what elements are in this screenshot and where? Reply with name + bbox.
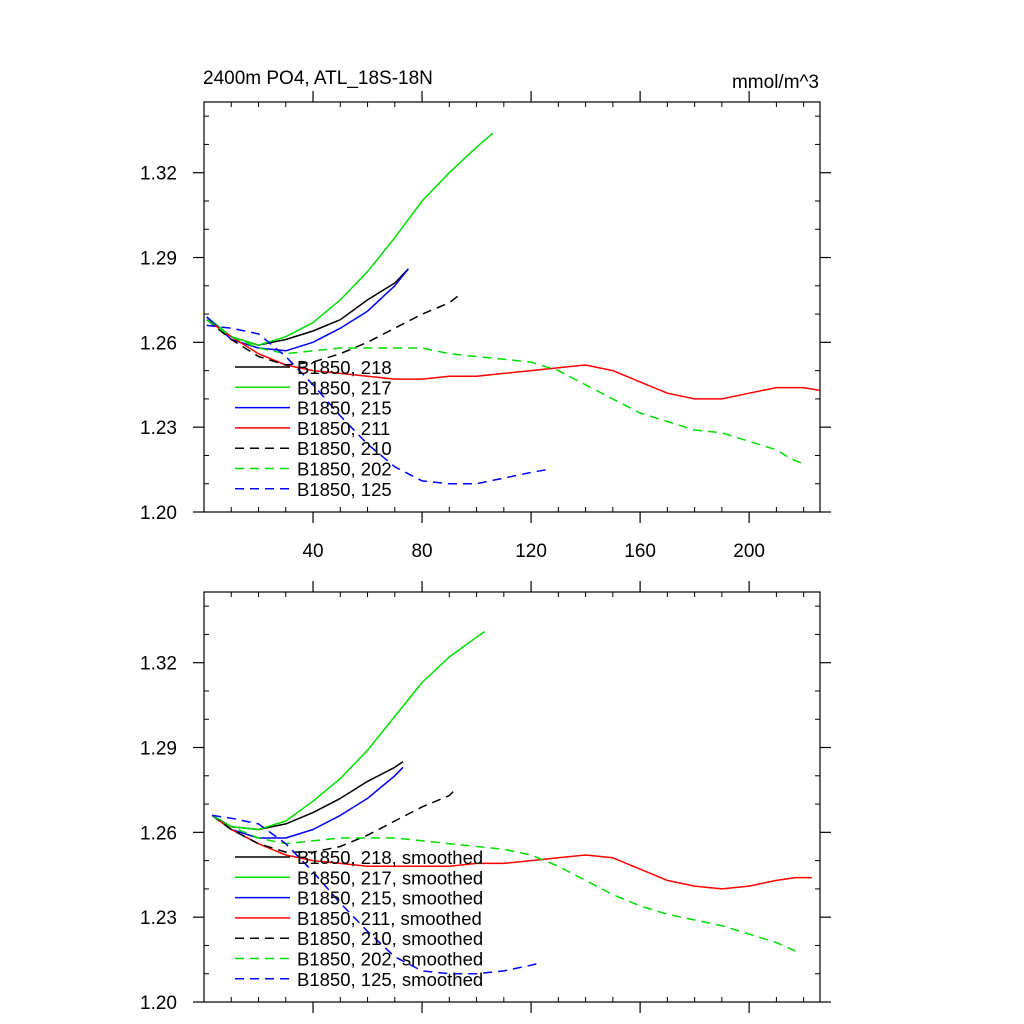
- legend-label: B1850, 211, smoothed: [297, 908, 482, 929]
- x-tick-label: 200: [733, 541, 765, 562]
- x-tick-label: 120: [515, 541, 547, 562]
- legend-label: B1850, 210, smoothed: [297, 928, 483, 949]
- x-tick-label: 160: [624, 541, 656, 562]
- y-tick-label: 1.32: [140, 164, 177, 185]
- plot-frame: [203, 101, 821, 513]
- legend-label: B1850, 218, smoothed: [297, 847, 483, 868]
- series-line: [211, 814, 796, 952]
- legend-label: B1850, 215, smoothed: [297, 888, 483, 909]
- y-tick-label: 1.29: [140, 249, 177, 270]
- y-tick-label: 1.26: [140, 823, 177, 844]
- y-tick-label: 1.20: [140, 993, 177, 1014]
- y-tick-label: 1.32: [140, 654, 177, 675]
- legend-label: B1850, 215: [297, 398, 392, 419]
- x-tick-label: 40: [302, 541, 323, 562]
- series-line: [211, 766, 404, 839]
- series-line: [211, 789, 456, 853]
- legend-label: B1850, 210: [297, 438, 392, 459]
- y-tick-label: 1.23: [140, 418, 177, 439]
- series-line: [206, 293, 461, 366]
- bottom-panel: 1.20 1.23 1.26 1.29 1.32 B1850, 218, smoothed…: [140, 581, 831, 1014]
- legend-label: B1850, 211: [297, 418, 390, 439]
- y-tick-label: 1.23: [140, 908, 177, 929]
- chart-title: 2400m PO4, ATL_18S-18N: [203, 68, 433, 89]
- series-line: [212, 814, 543, 975]
- series-line: [206, 319, 820, 400]
- legend-label: B1850, 218: [297, 357, 392, 378]
- legend-label: B1850, 217: [297, 377, 392, 398]
- x-tick-label: 80: [411, 541, 432, 562]
- series-line: [206, 324, 548, 485]
- series-line: [206, 319, 804, 465]
- y-tick-label: 1.29: [140, 739, 177, 760]
- units-label: mmol/m^3: [732, 72, 819, 93]
- top-panel: 40 80 120 160 200 1.20 1.23 1.26 1.29 1.32 B1850, …: [140, 91, 831, 562]
- legend-label: B1850, 202: [297, 459, 392, 480]
- series-group: [206, 132, 820, 485]
- legend-label: B1850, 125: [297, 479, 392, 500]
- legend-label: B1850, 202, smoothed: [297, 949, 483, 970]
- series-line: [211, 630, 486, 831]
- legend-label: B1850, 125, smoothed: [297, 969, 483, 990]
- series-line: [206, 132, 494, 346]
- series-line: [211, 814, 812, 890]
- plot-frame: [203, 591, 821, 1003]
- y-tick-label: 1.20: [140, 503, 177, 524]
- legend-label: B1850, 217, smoothed: [297, 867, 483, 888]
- y-tick-label: 1.26: [140, 333, 177, 354]
- series-group: [211, 630, 812, 975]
